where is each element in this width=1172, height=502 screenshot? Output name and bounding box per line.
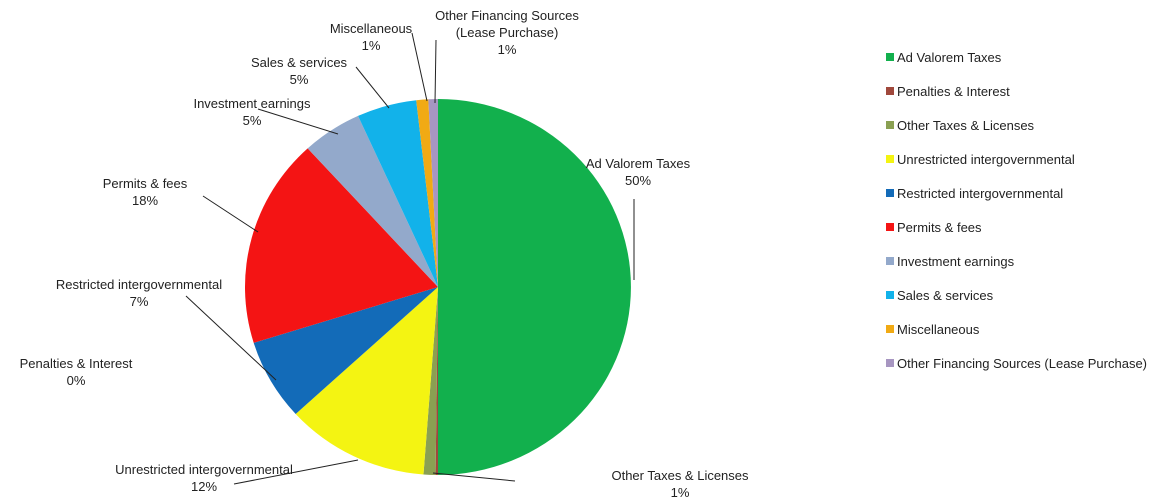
legend-label: Miscellaneous <box>897 321 980 337</box>
pie-slices <box>245 99 631 476</box>
leader-line <box>411 32 428 102</box>
data-label-line: 1% <box>498 42 517 57</box>
data-label-line: 1% <box>362 38 381 53</box>
data-label-line: Sales & services <box>251 55 348 70</box>
legend-item: Miscellaneous <box>886 312 1172 346</box>
legend-label: Ad Valorem Taxes <box>897 49 1002 65</box>
pie-slice-other-taxes-licenses <box>423 287 438 475</box>
data-label-line: 0% <box>67 373 86 388</box>
legend-label: Other Financing Sources (Lease Purchase) <box>897 355 1148 371</box>
data-label: Other Taxes & Licenses 1% <box>611 468 749 500</box>
data-label-line: 5% <box>243 113 262 128</box>
legend: Ad Valorem Taxes Penalties & Interest Othe… <box>886 40 1172 380</box>
pie-slice-ad-valorem-taxes <box>438 99 631 475</box>
leader-line <box>233 459 359 485</box>
legend-swatch <box>886 359 894 367</box>
legend-label: Investment earnings <box>897 253 1015 269</box>
legend-label: Permits & fees <box>897 219 982 235</box>
data-label: Penalties & Interest 0% <box>20 356 133 388</box>
legend-item: Unrestricted intergovernmental <box>886 142 1172 176</box>
data-label-line: 7% <box>130 294 149 309</box>
leader-line <box>434 39 437 104</box>
pie-slice-sales-services <box>358 100 438 287</box>
legend-label: Sales & services <box>897 287 994 303</box>
data-label-line: Restricted intergovernmental <box>56 277 222 292</box>
legend-item: Permits & fees <box>886 210 1172 244</box>
data-label-line: 1% <box>671 485 690 500</box>
legend-swatch <box>886 257 894 265</box>
legend-item: Ad Valorem Taxes <box>886 40 1172 74</box>
pie-slice-penalties-interest <box>435 287 438 476</box>
data-label: Sales & services 5% <box>251 55 348 87</box>
pie-slice-miscellaneous <box>416 99 438 288</box>
data-label: Unrestricted intergovernmental 12% <box>115 462 293 494</box>
leader-line <box>432 472 516 482</box>
data-label: Miscellaneous 1% <box>330 21 413 53</box>
legend-item: Sales & services <box>886 278 1172 312</box>
legend-swatch <box>886 155 894 163</box>
data-label: Ad Valorem Taxes 50% <box>586 156 691 188</box>
pie-slice-investment-earnings <box>307 115 438 288</box>
data-label: Other Financing Sources (Lease Purchase) 1… <box>435 8 579 57</box>
data-label-line: Other Taxes & Licenses <box>611 468 749 483</box>
data-label-line: Miscellaneous <box>330 21 413 36</box>
legend-item: Restricted intergovernmental <box>886 176 1172 210</box>
data-label-line: 12% <box>191 479 217 494</box>
legend-label: Other Taxes & Licenses <box>897 117 1035 133</box>
data-labels: Ad Valorem Taxes 50% Penalties & Interest 0… <box>20 8 749 500</box>
legend-swatch <box>886 223 894 231</box>
leader-line <box>185 295 277 381</box>
leader-line <box>202 195 259 233</box>
data-label: Restricted intergovernmental 7% <box>56 277 222 309</box>
legend-swatch <box>886 189 894 197</box>
data-label-line: Ad Valorem Taxes <box>586 156 691 171</box>
legend-swatch <box>886 87 894 95</box>
legend-label: Restricted intergovernmental <box>897 185 1064 201</box>
legend-swatch <box>886 325 894 333</box>
data-label-line: Unrestricted intergovernmental <box>115 462 293 477</box>
leader-lines <box>185 32 635 485</box>
data-label-line: 18% <box>132 193 158 208</box>
data-label-line: (Lease Purchase) <box>456 25 559 40</box>
pie-slice-restricted-intergovernmental <box>253 287 438 414</box>
data-label-line: Other Financing Sources <box>435 8 579 23</box>
pie-slice-unrestricted-intergovernmental <box>295 287 438 475</box>
data-label-line: Investment earnings <box>193 96 311 111</box>
data-label-line: Permits & fees <box>103 176 188 191</box>
leader-line <box>257 108 339 135</box>
data-label-line: Penalties & Interest <box>20 356 133 371</box>
pie-slice-other-financing-sources-lease-purchase <box>428 99 438 287</box>
legend-item: Other Financing Sources (Lease Purchase) <box>886 346 1172 380</box>
data-label: Permits & fees 18% <box>103 176 188 208</box>
data-label-line: 50% <box>625 173 651 188</box>
leader-line <box>355 66 390 109</box>
legend-swatch <box>886 53 894 61</box>
legend-swatch <box>886 291 894 299</box>
data-label: Investment earnings 5% <box>193 96 311 128</box>
data-label-line: 5% <box>290 72 309 87</box>
legend-label: Penalties & Interest <box>897 83 1010 99</box>
legend-item: Investment earnings <box>886 244 1172 278</box>
legend-label: Unrestricted intergovernmental <box>897 151 1075 167</box>
pie-slice-permits-fees <box>245 148 438 343</box>
legend-swatch <box>886 121 894 129</box>
legend-item: Other Taxes & Licenses <box>886 108 1172 142</box>
legend-item: Penalties & Interest <box>886 74 1172 108</box>
